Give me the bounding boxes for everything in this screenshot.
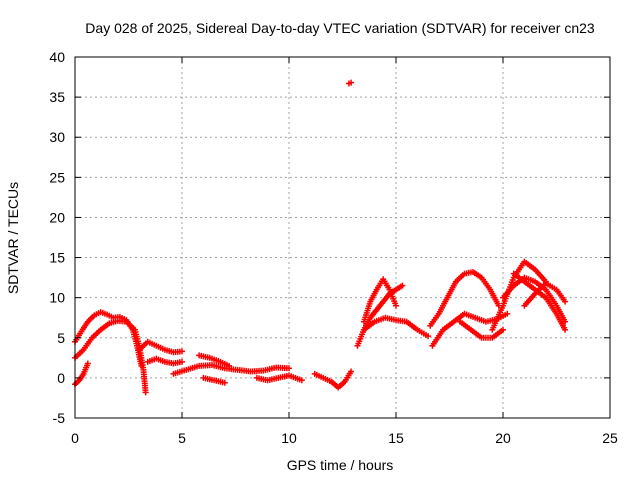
- data-point: [348, 79, 355, 86]
- data-point: [179, 348, 185, 355]
- series-arc-p: [457, 318, 506, 341]
- x-tick-label: 15: [388, 430, 404, 446]
- series-arc-f: [170, 362, 292, 377]
- series-arc-s: [510, 270, 569, 333]
- axes-layer: 0 5 10 15 20 25 -5 0 5 10 15 20 25 30 35 40: [49, 49, 618, 446]
- series-arc-e: [144, 355, 185, 367]
- data-point: [504, 310, 511, 317]
- data-point: [425, 333, 432, 340]
- data-point: [286, 365, 292, 372]
- series-arc-l: [360, 276, 399, 325]
- y-tick-label: -5: [53, 410, 66, 426]
- y-tick-label: 40: [49, 49, 65, 65]
- series-arc-d: [136, 338, 185, 356]
- y-tick-label: 30: [49, 129, 65, 145]
- chart-title: Day 028 of 2025, Sidereal Day-to-day VTE…: [85, 20, 595, 36]
- data-point: [562, 298, 569, 305]
- series-arc-g: [196, 352, 233, 369]
- data-point: [393, 302, 399, 309]
- y-axis-label: SDTVAR / TECUs: [5, 182, 21, 294]
- y-tick-label: 5: [57, 330, 65, 346]
- points-layer: [72, 79, 569, 396]
- data-point: [298, 377, 305, 384]
- x-tick-label: 5: [178, 430, 186, 446]
- x-axis-label: GPS time / hours: [287, 457, 394, 473]
- series-arc-h: [200, 374, 228, 386]
- series-arc-b: [72, 317, 149, 396]
- y-tick-label: 25: [49, 169, 65, 185]
- data-point: [179, 358, 185, 365]
- series-arc-j: [311, 368, 355, 391]
- grid-layer: [75, 57, 610, 418]
- series-arc-a: [72, 309, 145, 369]
- series-arc-m: [360, 314, 432, 340]
- data-point: [226, 362, 233, 369]
- data-point: [84, 360, 91, 367]
- y-tick-label: 20: [49, 209, 65, 225]
- plot-frame: [74, 56, 611, 419]
- x-tick-label: 25: [602, 430, 618, 446]
- y-tick-label: 10: [49, 290, 65, 306]
- data-point: [500, 326, 506, 333]
- series-arc-t: [521, 280, 569, 309]
- x-tick-label: 0: [71, 430, 79, 446]
- series-arc-i: [253, 372, 305, 384]
- series-outlier: [345, 79, 355, 87]
- x-tick-label: 20: [495, 430, 511, 446]
- data-point: [221, 379, 228, 386]
- y-tick-label: 0: [57, 370, 65, 386]
- data-point: [142, 389, 149, 396]
- y-tick-label: 15: [49, 250, 65, 266]
- data-point: [562, 326, 569, 333]
- data-point: [399, 282, 406, 289]
- data-point: [348, 368, 355, 375]
- y-tick-label: 35: [49, 89, 65, 105]
- x-tick-label: 10: [281, 430, 297, 446]
- series-arc-k: [354, 282, 406, 349]
